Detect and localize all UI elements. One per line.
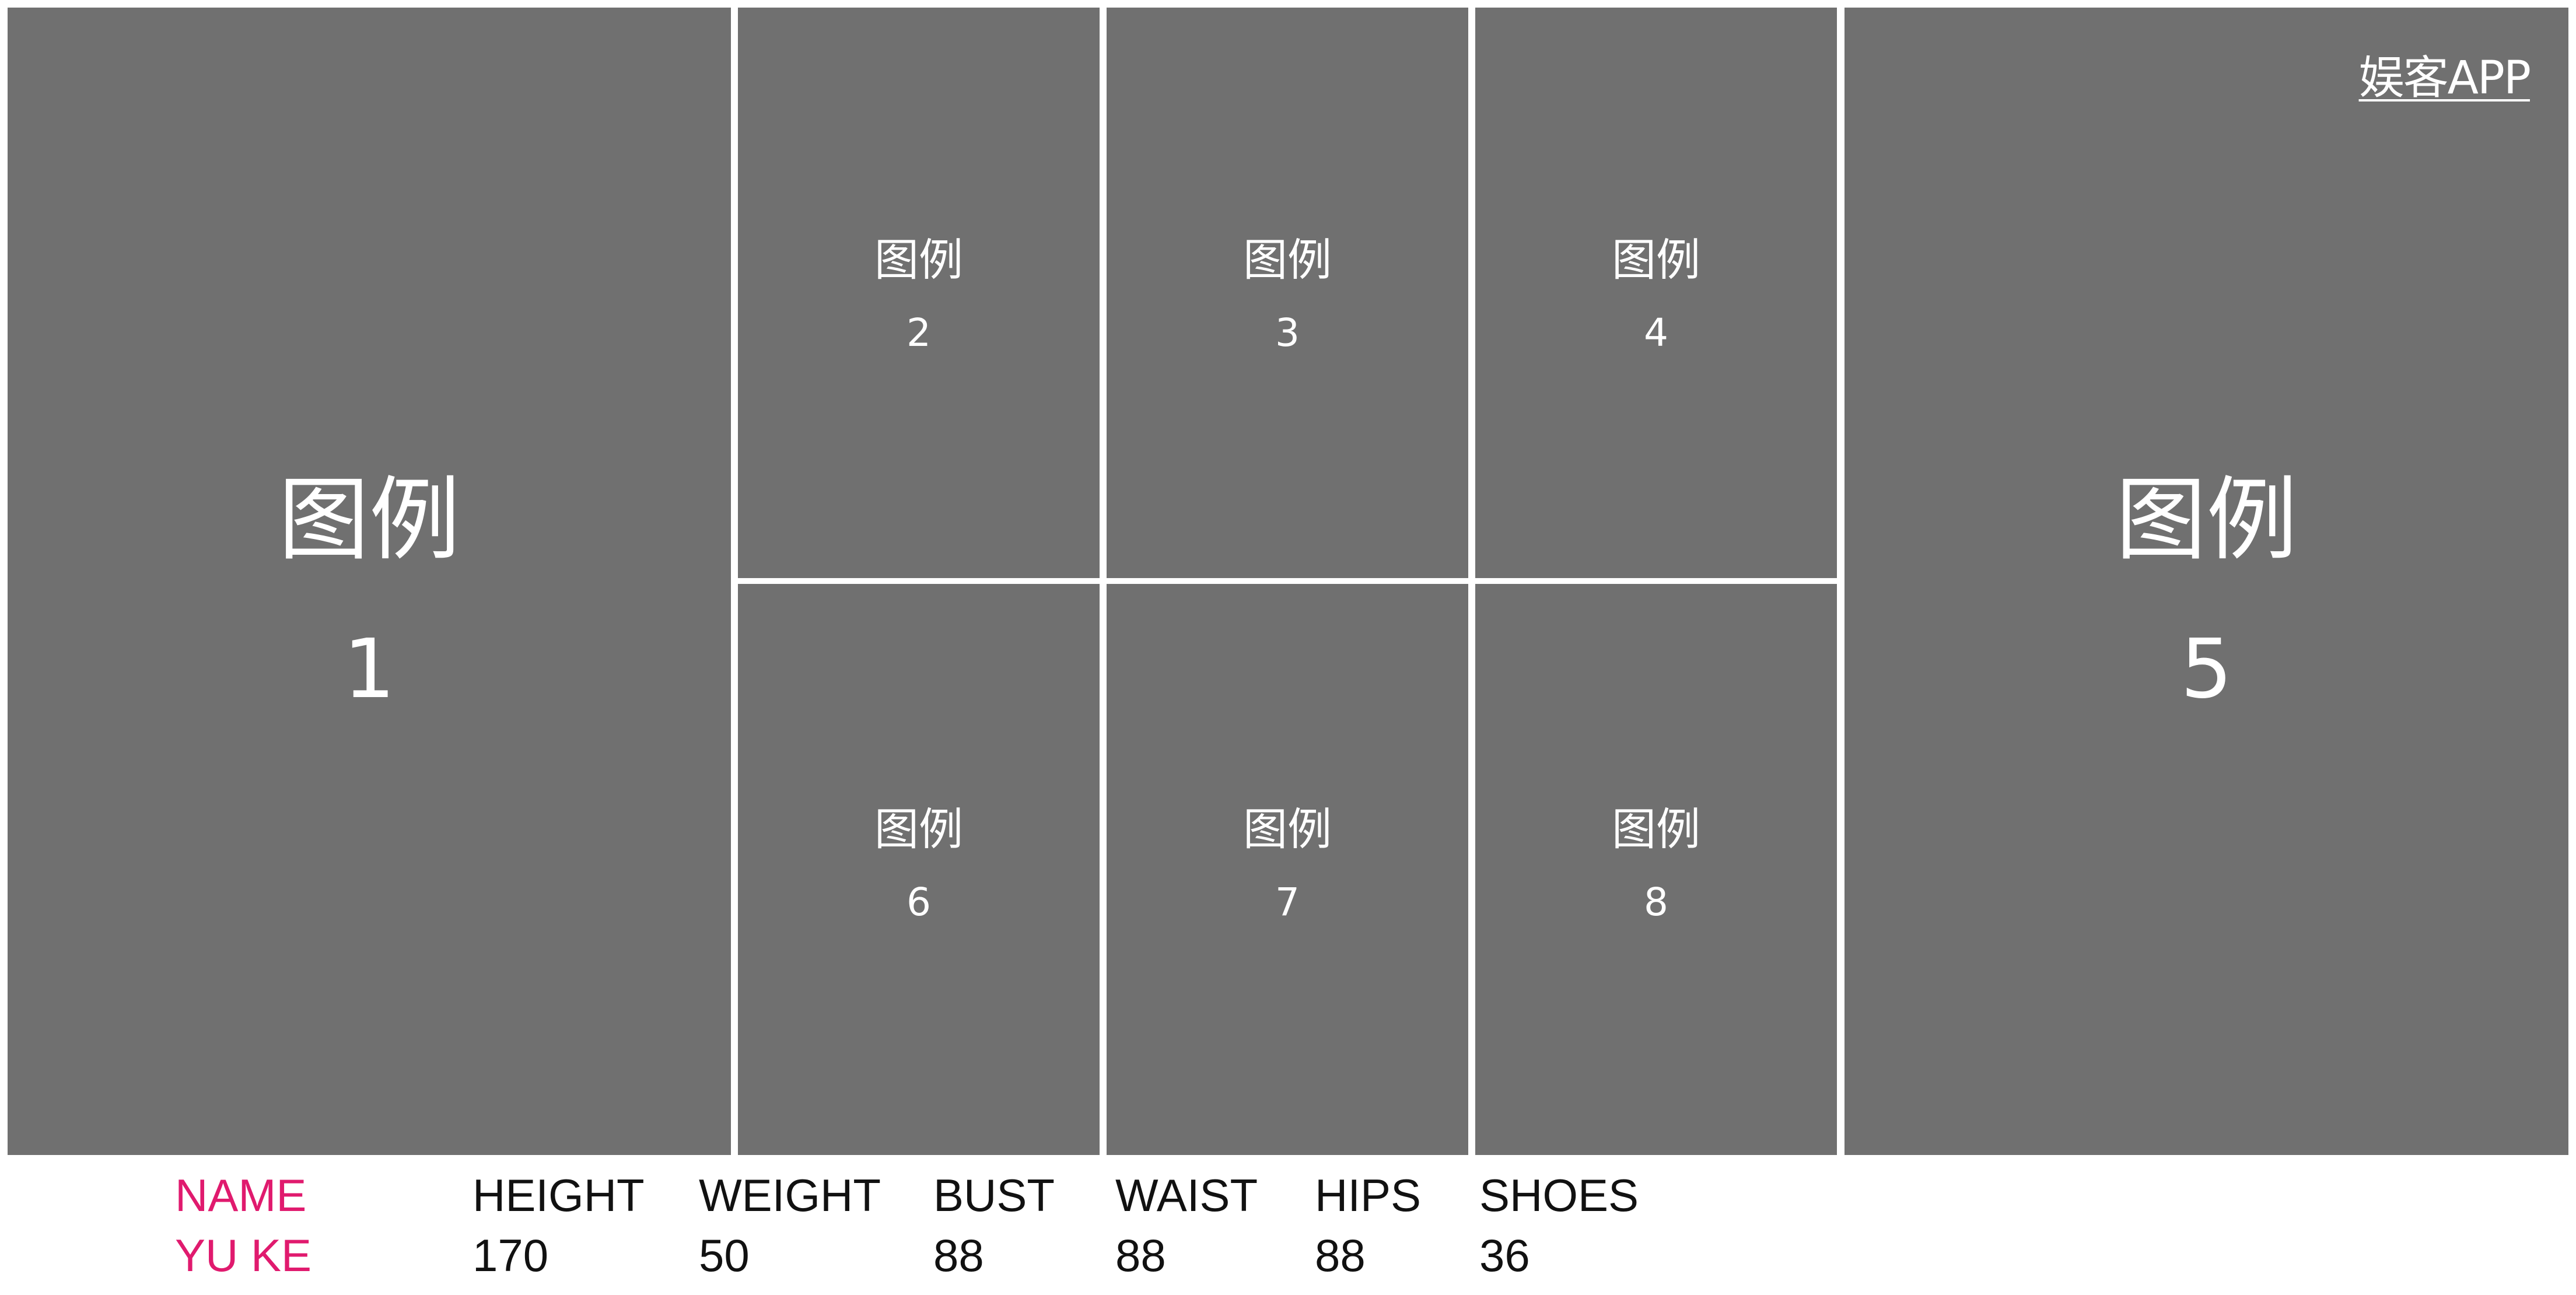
stat-value: 88 (1115, 1230, 1166, 1281)
photo-placeholder-1: 图例 1 (8, 8, 731, 1155)
placeholder-label: 图例 (1612, 234, 1700, 286)
photo-placeholder-2: 图例 2 (738, 8, 1100, 578)
brand-watermark: 娱客APP (2358, 52, 2531, 104)
stat-shoes: SHOES 36 (1479, 1172, 1639, 1278)
placeholder-label: 图例 (1243, 234, 1332, 286)
stat-value: 50 (699, 1230, 750, 1281)
model-stats: NAME YU KE HEIGHT 170 WEIGHT 50 BUST 88 … (0, 1172, 2576, 1295)
stat-name: NAME YU KE (175, 1172, 312, 1278)
photo-placeholder-8: 图例 8 (1475, 584, 1837, 1155)
placeholder-label: 图例 (1243, 803, 1332, 855)
placeholder-label: 图例 (874, 803, 963, 855)
stat-weight: WEIGHT 50 (699, 1172, 881, 1278)
stat-label: SHOES (1479, 1170, 1639, 1221)
placeholder-number: 7 (1275, 880, 1300, 925)
placeholder-number: 1 (343, 622, 396, 717)
placeholder-number: 5 (2180, 622, 2233, 717)
placeholder-label: 图例 (874, 234, 963, 286)
placeholder-number: 2 (907, 310, 931, 355)
photo-placeholder-4: 图例 4 (1475, 8, 1837, 578)
stat-label: NAME (175, 1170, 307, 1221)
stat-height: HEIGHT 170 (473, 1172, 645, 1278)
photo-placeholder-6: 图例 6 (738, 584, 1100, 1155)
stat-label: WEIGHT (699, 1170, 881, 1221)
stat-value: YU KE (175, 1230, 312, 1281)
photo-placeholder-7: 图例 7 (1107, 584, 1468, 1155)
placeholder-number: 6 (907, 880, 931, 925)
stat-value: 170 (473, 1230, 549, 1281)
placeholder-number: 3 (1275, 310, 1300, 355)
stat-label: HEIGHT (473, 1170, 645, 1221)
photo-placeholder-3: 图例 3 (1107, 8, 1468, 578)
stat-hips: HIPS 88 (1315, 1172, 1421, 1278)
placeholder-label: 图例 (2115, 467, 2298, 573)
photo-placeholder-5: 娱客APP 图例 5 (1845, 8, 2568, 1155)
stat-value: 88 (1315, 1230, 1366, 1281)
placeholder-label: 图例 (278, 467, 460, 573)
placeholder-label: 图例 (1612, 803, 1700, 855)
stat-bust: BUST 88 (933, 1172, 1055, 1278)
stat-value: 88 (933, 1230, 984, 1281)
placeholder-number: 8 (1644, 880, 1668, 925)
stat-label: BUST (933, 1170, 1055, 1221)
stat-label: WAIST (1115, 1170, 1258, 1221)
placeholder-number: 4 (1644, 310, 1668, 355)
stat-waist: WAIST 88 (1115, 1172, 1258, 1278)
stat-value: 36 (1479, 1230, 1530, 1281)
stat-label: HIPS (1315, 1170, 1422, 1221)
